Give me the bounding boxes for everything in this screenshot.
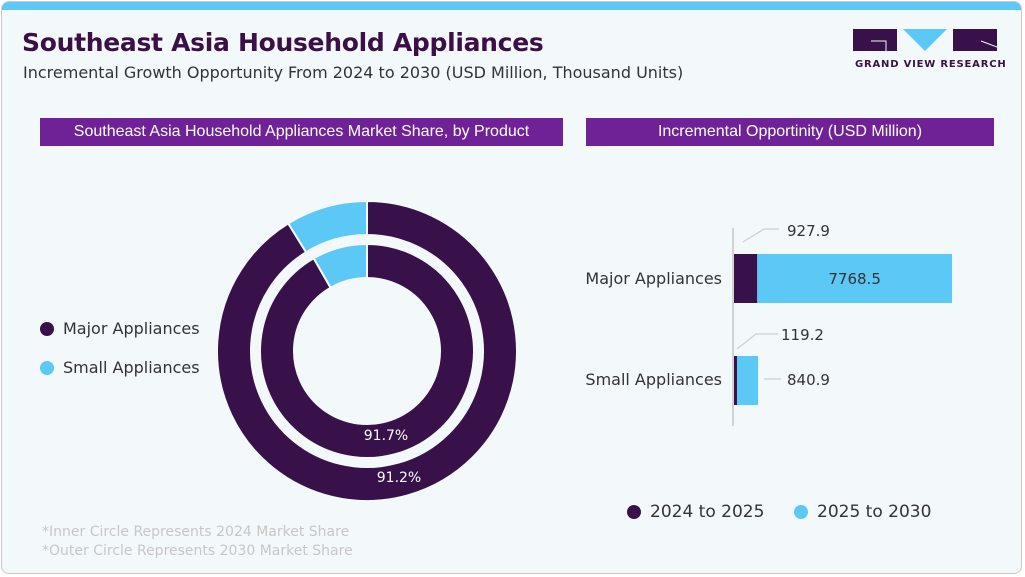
logo-r-block	[953, 29, 997, 51]
outer-ring-slice-major	[216, 199, 518, 502]
legend-dot-2024-2025	[627, 505, 641, 519]
accent-top-bar	[2, 2, 1021, 10]
legend-item-small: Small Appliances	[40, 358, 200, 377]
page-title: Southeast Asia Household Appliances	[22, 28, 544, 57]
inner-ring-2024	[259, 242, 475, 459]
leader-line-major-2024	[742, 228, 779, 243]
data-label-major-2024: 927.9	[787, 222, 830, 240]
grand-view-research-logo	[853, 29, 997, 51]
legend-label: 2025 to 2030	[817, 502, 932, 522]
logo-g-block	[853, 29, 897, 51]
bar-small-2024-2025	[734, 356, 737, 405]
bar-major-2024-2025	[734, 254, 758, 303]
legend-label: Major Appliances	[63, 319, 200, 338]
legend-dot-major	[40, 321, 54, 336]
bar-marks	[734, 254, 952, 405]
page-subtitle: Incremental Growth Opportunity From 2024…	[23, 63, 684, 82]
data-label-major-2025: 7768.5	[828, 270, 881, 288]
bar-small-2025-2030	[736, 356, 759, 405]
category-label-major: Major Appliances	[585, 269, 722, 288]
nested-donut-chart: 91.7% 91.2%	[216, 199, 518, 502]
logo-v-triangle	[903, 29, 947, 51]
data-label-small-2025: 840.9	[787, 371, 830, 389]
legend-label: 2024 to 2025	[650, 502, 765, 522]
legend-item-major: Major Appliances	[40, 319, 200, 338]
category-label-small: Small Appliances	[585, 370, 722, 389]
legend-label: Small Appliances	[63, 358, 200, 377]
outer-ring-major-label: 91.2%	[377, 470, 421, 486]
stacked-bar-chart: Major Appliances Small Appliances 927.9 …	[585, 222, 952, 426]
outer-ring-slice-small	[286, 199, 368, 254]
legend-item-2025-2030: 2025 to 2030	[794, 502, 931, 522]
leader-line-small-2024	[736, 333, 778, 350]
legend-item-2024-2025: 2024 to 2025	[627, 502, 764, 522]
logo-text: GRAND VIEW RESEARCH	[855, 59, 1007, 70]
legend-dot-2025-2030	[794, 505, 808, 519]
left-panel-title: Southeast Asia Household Appliances Mark…	[40, 118, 563, 146]
note-inner-circle: *Inner Circle Represents 2024 Market Sha…	[42, 524, 350, 540]
inner-ring-slice-small	[312, 242, 368, 290]
right-panel-title: Incremental Opportinity (USD Million)	[586, 118, 994, 146]
outer-ring-2030	[216, 199, 518, 502]
bar-major-2025-2030	[757, 254, 952, 303]
inner-ring-slice-major	[259, 242, 475, 459]
legend-dot-small	[40, 360, 54, 375]
data-label-small-2024: 119.2	[781, 326, 824, 344]
inner-ring-major-label: 91.7%	[364, 428, 408, 444]
note-outer-circle: *Outer Circle Represents 2030 Market Sha…	[42, 543, 353, 559]
